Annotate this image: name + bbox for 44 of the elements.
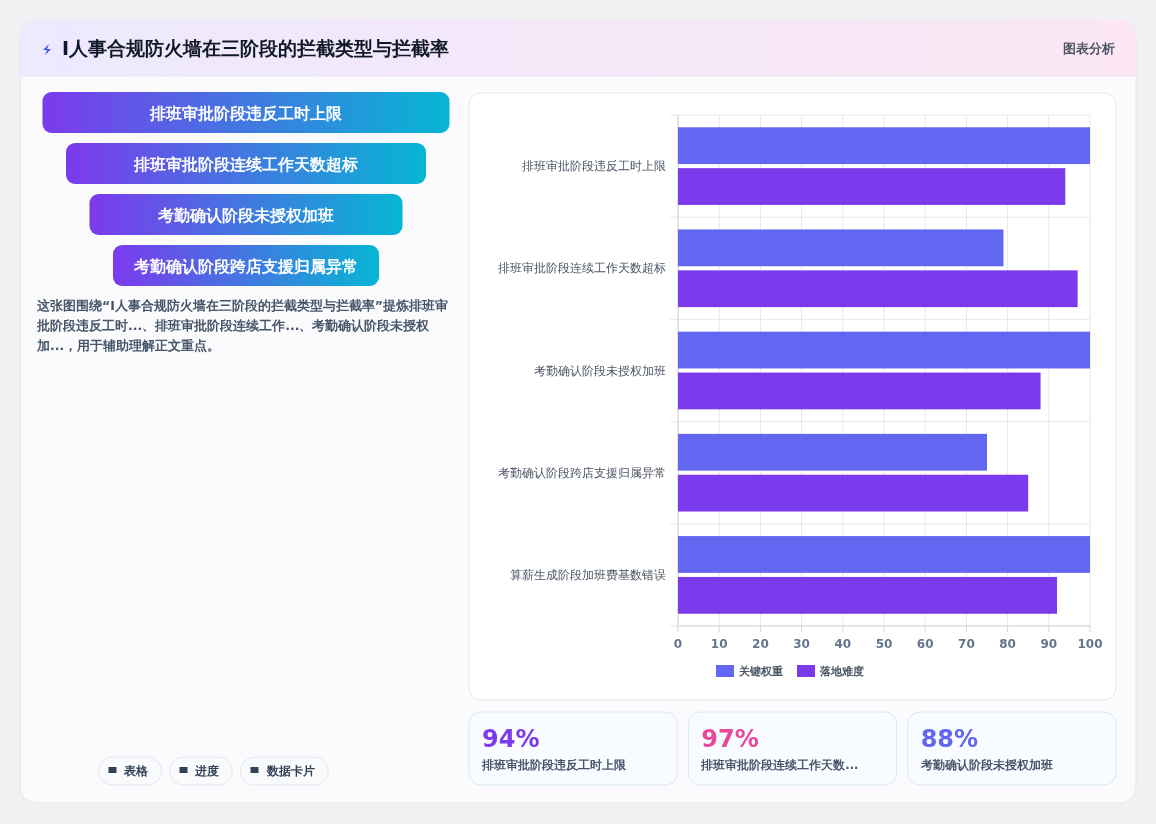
bar [678,474,1029,512]
x-tick-label: 80 [999,637,1016,651]
x-tick-label: 30 [793,637,810,651]
category-label: 排班审批阶段违反工时上限 [149,104,343,123]
text: 数据卡片 [265,764,315,778]
text: 表格 [123,764,149,778]
x-tick-label: 50 [875,637,893,651]
category-label: 排班审批阶段连续工作天数超标 [133,155,358,174]
category-label: 考勤确认阶段未授权加班 [157,207,334,225]
bar [678,331,1090,369]
data-label: 88% [920,725,979,753]
bar [678,127,1090,165]
x-tick-label: 60 [916,637,934,651]
bar [678,270,1078,308]
category-label: 排班审批阶段连续工作天数... [700,758,859,772]
y-tick-label: 算薪生成阶段加班费基数错误 [510,567,666,582]
bar [678,168,1066,205]
bar [678,229,1004,267]
bar [678,433,987,471]
category-label: 排班审批阶段违反工时上限 [481,758,627,772]
bar [678,372,1041,410]
text: 进度 [194,764,219,778]
y-tick-label: 考勤确认阶段跨店支援归属异常 [498,465,666,480]
x-tick-label: 70 [958,637,975,651]
x-tick-label: 90 [1040,637,1058,651]
legend-label: 关键权重 [738,665,783,678]
x-tick-label: 20 [752,637,769,651]
y-tick-label: 考勤确认阶段未授权加班 [534,363,666,378]
x-tick-label: 100 [1077,637,1103,651]
legend-label: 落地难度 [819,665,864,678]
y-tick-label: 排班审批阶段违反工时上限 [522,159,666,174]
x-tick-label: 40 [834,637,852,651]
text: 图表分析 [1063,41,1115,56]
bar [678,576,1058,614]
text: I人事合规防火墙在三阶段的拦截类型与拦截率 [62,37,450,59]
y-tick-label: 排班审批阶段连续工作天数超标 [498,261,666,276]
category-label: 考勤确认阶段跨店支援归属异常 [133,257,358,276]
data-label: 97% [701,725,759,753]
x-tick-label: 10 [710,637,728,651]
text: 这张图围绕“I人事合规防火墙在三阶段的拦截类型与拦截率”提炼排班审批阶段违反工时...、排班审批阶段连续工作...、考勤确认阶段未授权加...，用于辅助理解正文重点。 [37,297,450,355]
category-label: 考勤确认阶段未授权加班 [919,758,1053,772]
bar [678,536,1090,573]
x-tick-label: 0 [673,637,683,651]
data-label: 94% [482,725,540,753]
